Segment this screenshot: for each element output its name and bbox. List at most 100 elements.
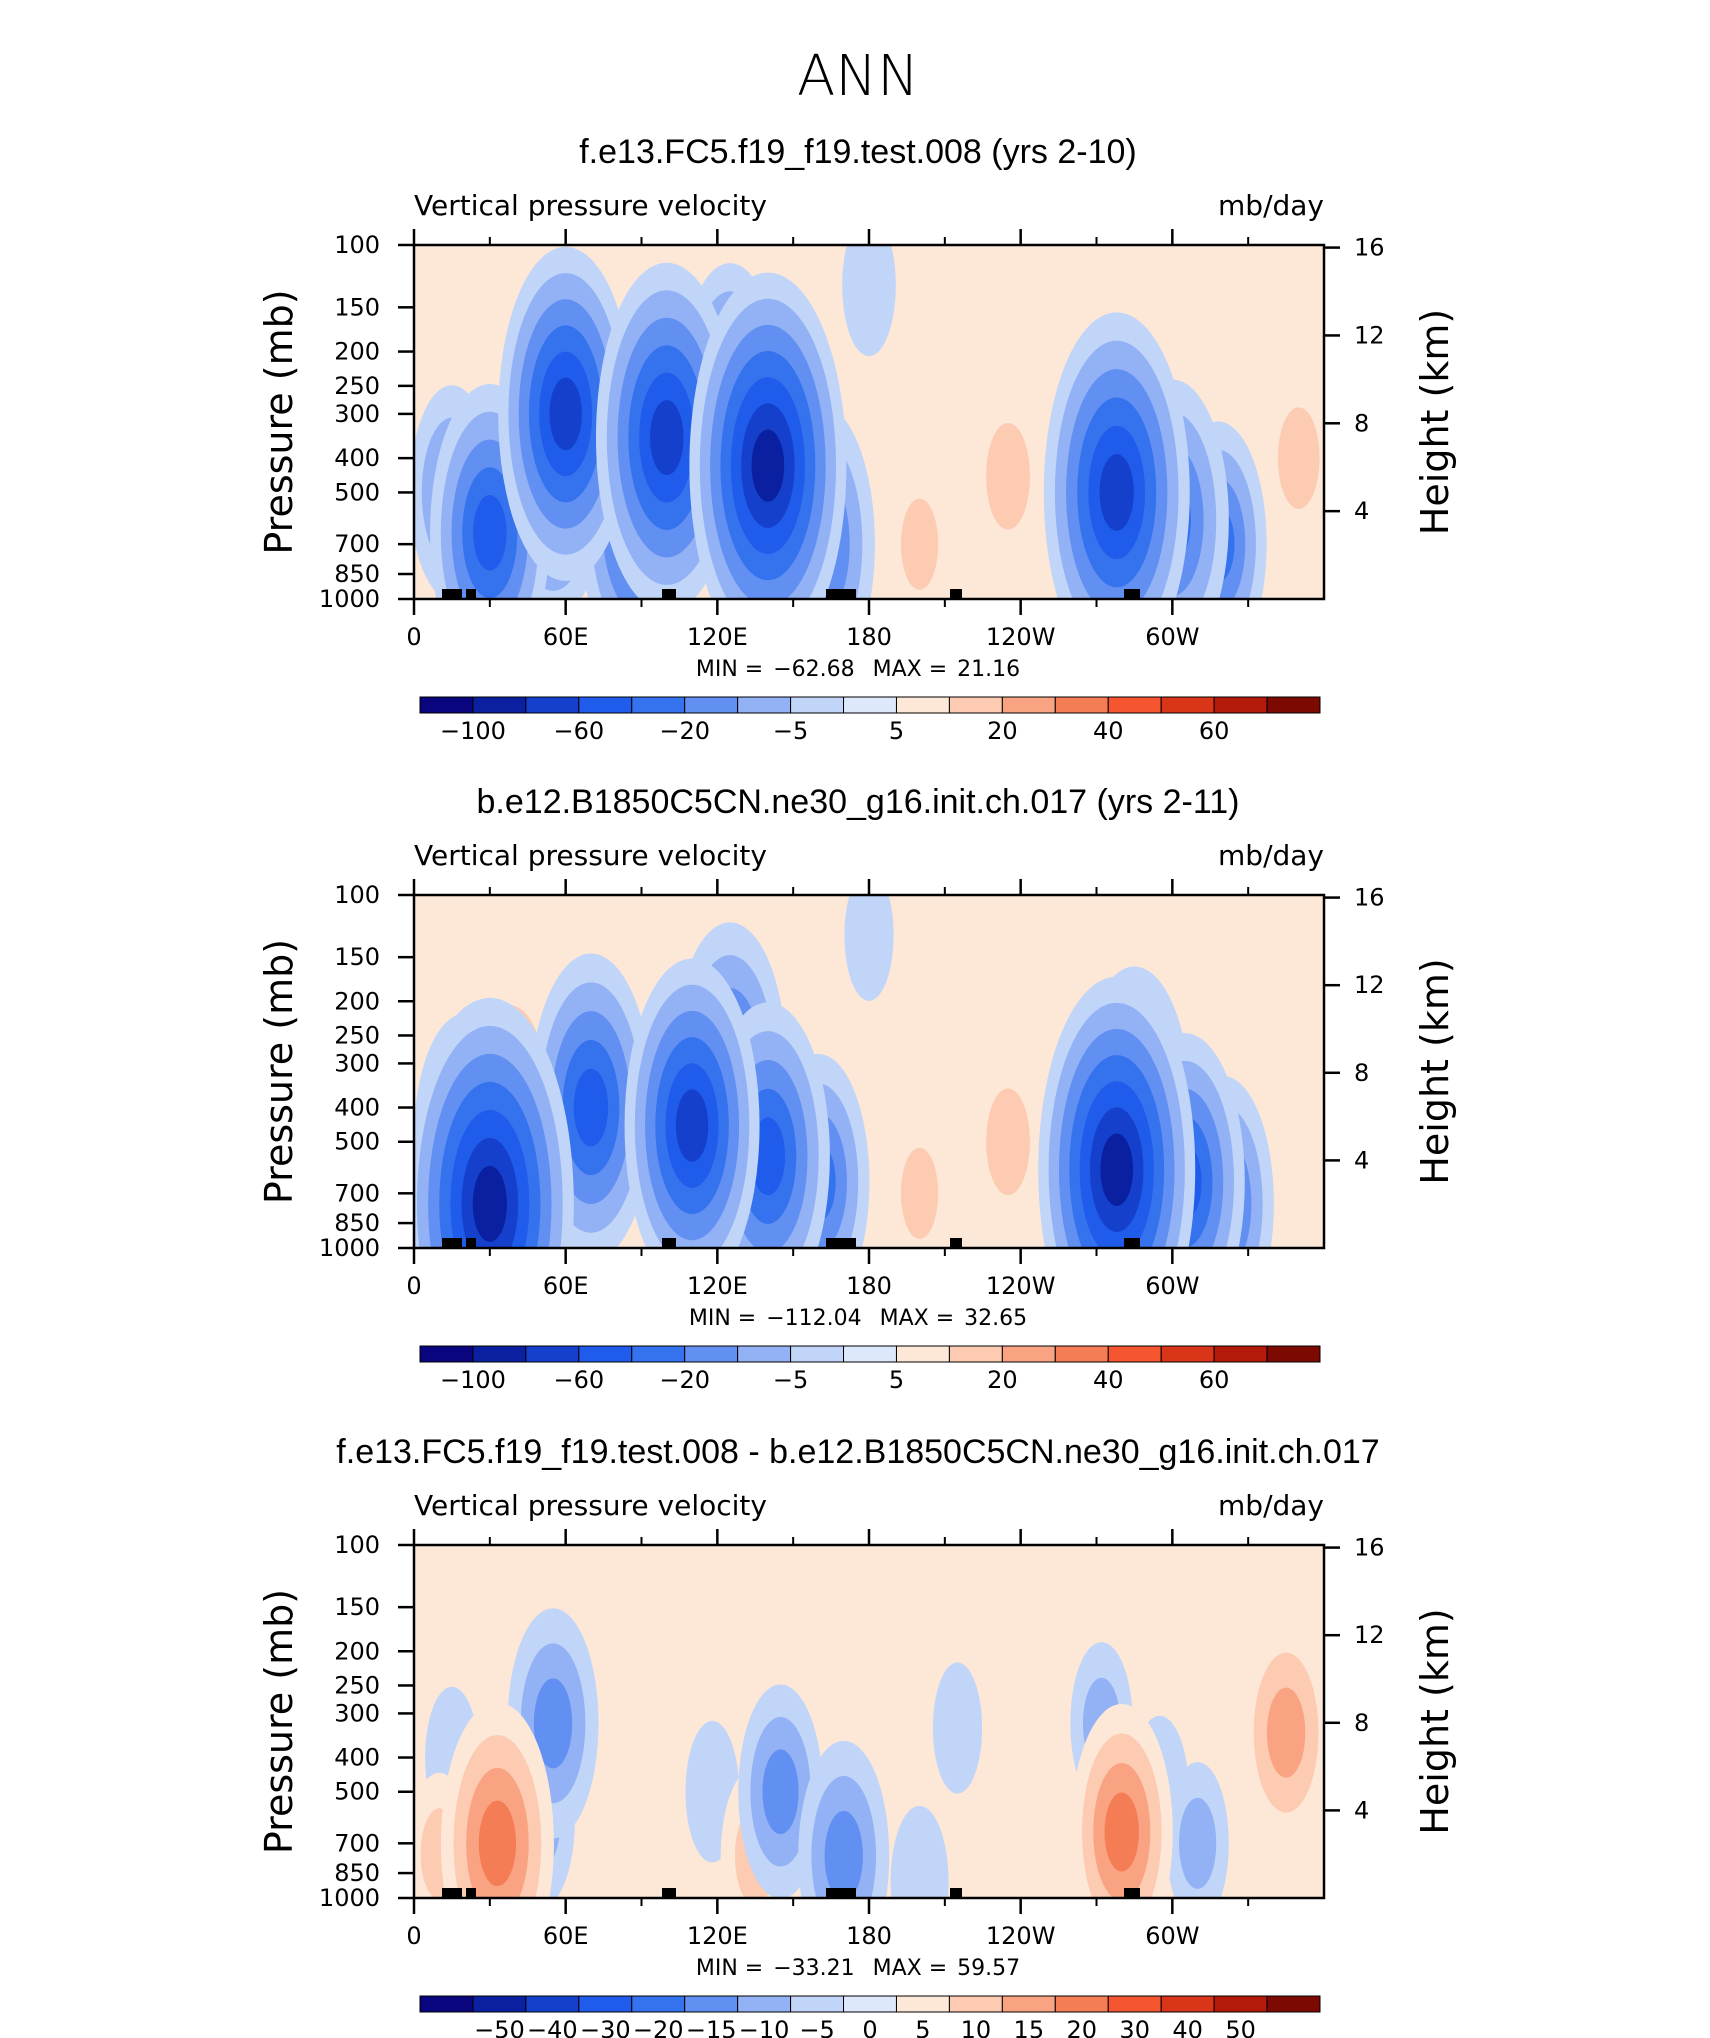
plot-area (414, 895, 1324, 1248)
y-tick-label: 700 (334, 530, 380, 558)
min-label: MIN = (689, 1306, 756, 1331)
contour-fill (932, 1662, 983, 1794)
colorbar-swatch (790, 1345, 845, 1363)
contour-fill (1277, 407, 1320, 509)
colorbar-swatch (1001, 1995, 1056, 2013)
y-tick-label: 100 (334, 231, 380, 259)
x-tick-label: 60W (1145, 623, 1199, 651)
x-tick-label: 120W (986, 1922, 1056, 1950)
plot-area (414, 1545, 1324, 1898)
y-tick-label: 400 (334, 1094, 380, 1122)
colorbar-swatch (525, 1995, 580, 2013)
colorbar-swatch (684, 696, 739, 714)
units-label: mb/day (1218, 1489, 1324, 1522)
contour-fill (824, 1810, 863, 1898)
contour-fill (1266, 1687, 1306, 1778)
colorbar-label: −60 (553, 1366, 604, 1394)
topography-bar (826, 589, 856, 599)
plot-area (414, 245, 1324, 599)
topography-bar (1124, 1238, 1140, 1248)
max-value: 32.65 (964, 1306, 1027, 1331)
colorbar-swatch (631, 1345, 686, 1363)
colorbar-swatch (472, 696, 527, 714)
colorbar-swatch (948, 696, 1003, 714)
topography-bar (826, 1888, 856, 1898)
max-label: MAX = (873, 1956, 948, 1981)
colorbar-label: 40 (1172, 2016, 1203, 2038)
y2-tick-label: 4 (1354, 497, 1369, 525)
colorbar-swatch (419, 696, 474, 714)
max-label: MAX = (873, 657, 948, 682)
y2-tick-label: 16 (1354, 234, 1385, 262)
contour-fill (890, 1805, 949, 1898)
min-label: MIN = (696, 1956, 763, 1981)
colorbar-swatch (525, 696, 580, 714)
colorbar-label: 15 (1014, 2016, 1045, 2038)
y-tick-label: 200 (334, 1637, 380, 1665)
y-tick-label: 250 (334, 1671, 380, 1699)
colorbar-swatch (895, 1995, 950, 2013)
colorbar-label: −20 (659, 717, 710, 745)
colorbar-swatch (790, 696, 845, 714)
topography-bar (442, 1238, 462, 1248)
colorbar-swatch (1001, 1345, 1056, 1363)
contour-fill (762, 1749, 799, 1835)
colorbar-label: 30 (1119, 2016, 1150, 2038)
colorbar-swatch (1160, 1995, 1215, 2013)
y-axis-label: Pressure (mb) (257, 939, 301, 1204)
y2-tick-label: 12 (1354, 321, 1385, 349)
colorbar-swatch (525, 1345, 580, 1363)
colorbar-swatch (843, 1995, 897, 2013)
y-tick-label: 400 (334, 1744, 380, 1772)
y2-tick-label: 16 (1354, 1534, 1385, 1562)
colorbar-swatch (1160, 696, 1215, 714)
y-tick-label: 250 (334, 1021, 380, 1049)
contour-fill (675, 1089, 709, 1162)
y-tick-label: 250 (334, 372, 380, 400)
topography-bar (1124, 589, 1140, 599)
max-label: MAX = (880, 1306, 955, 1331)
colorbar-swatch (1213, 1345, 1268, 1363)
contour-fill (900, 1147, 939, 1239)
contour-fill (986, 422, 1030, 530)
x-tick-label: 0 (406, 623, 421, 651)
x-tick-label: 180 (846, 623, 892, 651)
colorbar-swatch (1054, 1345, 1109, 1363)
x-tick-label: 120E (687, 1272, 748, 1300)
colorbar-label: 40 (1093, 717, 1124, 745)
x-tick-label: 180 (846, 1272, 892, 1300)
colorbar-swatch (631, 1995, 686, 2013)
colorbar-label: −30 (580, 2016, 631, 2038)
topography-bar (442, 1888, 462, 1898)
colorbar-label: −60 (553, 717, 604, 745)
colorbar-label: −40 (527, 2016, 578, 2038)
contour-fill (649, 400, 684, 476)
y-tick-label: 400 (334, 444, 380, 472)
units-label: mb/day (1218, 839, 1324, 872)
colorbar-label: 40 (1093, 1366, 1124, 1394)
colorbar-swatch (578, 1995, 633, 2013)
colorbar-label: 50 (1225, 2016, 1256, 2038)
colorbar-label: −20 (633, 2016, 684, 2038)
colorbar-label: −50 (474, 2016, 525, 2038)
colorbar-swatch (1213, 1995, 1268, 2013)
colorbar-label: −15 (686, 2016, 737, 2038)
colorbar-label: 5 (889, 1366, 904, 1394)
colorbar-swatch (1001, 696, 1056, 714)
colorbar-label: 60 (1199, 717, 1230, 745)
colorbar-swatch (684, 1345, 739, 1363)
y2-tick-label: 8 (1354, 409, 1369, 437)
colorbar-label: −5 (773, 717, 808, 745)
chart-panel: f.e13.FC5.f19_f19.test.008 - b.e12.B1850… (257, 1433, 1457, 2038)
colorbar-label: 20 (987, 717, 1018, 745)
colorbar-swatch (790, 1995, 845, 2013)
colorbar-swatch (1266, 696, 1321, 714)
colorbar-swatch (631, 696, 686, 714)
contour-fill (751, 429, 785, 502)
y2-axis-label: Height (km) (1413, 309, 1457, 535)
y2-tick-label: 8 (1354, 1059, 1369, 1087)
colorbar-swatch (1107, 696, 1162, 714)
variable-label: Vertical pressure velocity (414, 189, 767, 222)
colorbar-label: −5 (773, 1366, 808, 1394)
y2-tick-label: 16 (1354, 884, 1385, 912)
